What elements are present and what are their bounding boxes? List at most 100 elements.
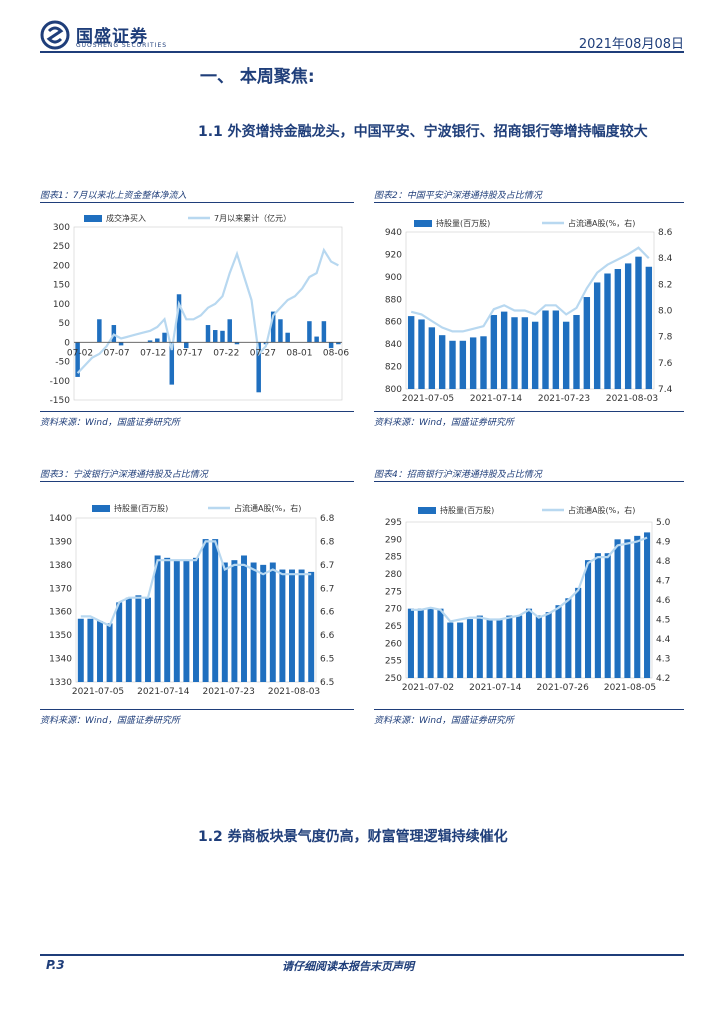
bar bbox=[183, 560, 190, 682]
bar bbox=[584, 560, 592, 678]
legend-line-label: 7月以来累计（亿元） bbox=[214, 213, 291, 223]
y2-tick-label: 4.7 bbox=[656, 577, 670, 587]
y-tick-label: 265 bbox=[385, 622, 402, 632]
x-tick-label: 07-27 bbox=[250, 348, 276, 358]
bar bbox=[269, 562, 276, 682]
report-date: 2021年08月08日 bbox=[578, 37, 684, 52]
bar bbox=[480, 336, 487, 389]
bar bbox=[298, 569, 305, 682]
x-tick-label: 2021-07-02 bbox=[402, 683, 454, 693]
bar bbox=[154, 555, 161, 682]
y-tick-label: 1390 bbox=[49, 537, 72, 547]
bar bbox=[212, 330, 218, 343]
bar bbox=[644, 532, 651, 678]
bar bbox=[145, 597, 151, 682]
x-tick-label: 07-07 bbox=[103, 348, 129, 358]
bar bbox=[164, 557, 171, 682]
bar bbox=[634, 535, 641, 678]
x-tick-label: 07-02 bbox=[67, 348, 93, 358]
legend-line-label: 占流通A股(%，右) bbox=[568, 218, 635, 228]
bar bbox=[241, 555, 247, 682]
bar bbox=[624, 263, 632, 389]
bar bbox=[635, 256, 642, 389]
chart1-caption: 图表1：7月以来北上资金整体净流入 bbox=[40, 191, 187, 201]
bar bbox=[307, 321, 312, 343]
x-tick-label: 2021-08-05 bbox=[604, 683, 656, 693]
bar bbox=[270, 311, 276, 343]
chart3-source-rule bbox=[40, 709, 354, 710]
x-tick-label: 07-12 bbox=[140, 348, 166, 358]
x-tick-label: 2021-08-03 bbox=[268, 687, 320, 697]
y-tick-label: 880 bbox=[385, 295, 402, 305]
y-tick-label: 1350 bbox=[49, 631, 72, 641]
bar bbox=[511, 317, 518, 389]
y-tick-label: 295 bbox=[385, 518, 402, 528]
y2-tick-label: 6.7 bbox=[320, 561, 334, 571]
y-tick-label: 1330 bbox=[49, 678, 72, 688]
y2-tick-label: 5.0 bbox=[656, 518, 671, 528]
y-tick-label: 150 bbox=[53, 281, 70, 291]
x-tick-label: 08-06 bbox=[323, 348, 349, 358]
legend-bar-label: 成交净买入 bbox=[106, 213, 146, 223]
bar bbox=[193, 557, 199, 682]
bar bbox=[516, 615, 523, 678]
y-tick-label: 0 bbox=[64, 338, 70, 348]
chart1-source-rule bbox=[40, 411, 354, 412]
bar bbox=[476, 615, 483, 678]
bar bbox=[97, 319, 102, 343]
bar bbox=[562, 321, 570, 389]
bar bbox=[500, 311, 508, 389]
logo-icon bbox=[40, 20, 70, 50]
y-tick-label: 260 bbox=[385, 639, 402, 649]
x-tick-label: 2021-07-14 bbox=[137, 687, 190, 697]
section-title: 一、 本周聚焦: bbox=[200, 67, 315, 87]
bar bbox=[202, 539, 209, 682]
y2-tick-label: 7.6 bbox=[658, 359, 673, 369]
y2-tick-label: 4.9 bbox=[656, 538, 671, 548]
bar bbox=[604, 273, 611, 389]
y-tick-label: 250 bbox=[385, 674, 402, 684]
bar bbox=[118, 342, 124, 346]
y2-tick-label: 4.3 bbox=[656, 655, 670, 665]
bar bbox=[437, 608, 444, 678]
x-tick-label: 07-22 bbox=[213, 348, 239, 358]
y2-tick-label: 8.2 bbox=[658, 280, 672, 290]
bar bbox=[490, 314, 498, 389]
y-tick-label: 290 bbox=[385, 535, 402, 545]
bar bbox=[227, 319, 232, 343]
y2-tick-label: 4.6 bbox=[656, 596, 671, 606]
bar bbox=[260, 564, 267, 682]
y-tick-label: 840 bbox=[385, 340, 402, 350]
y-tick-label: 860 bbox=[385, 318, 402, 328]
bar bbox=[169, 342, 175, 385]
bar bbox=[447, 622, 454, 678]
y-tick-label: -50 bbox=[55, 358, 70, 368]
bar bbox=[106, 623, 113, 682]
y-tick-label: -100 bbox=[50, 377, 71, 387]
bar bbox=[428, 327, 436, 389]
bar bbox=[212, 539, 219, 682]
bar bbox=[135, 595, 142, 682]
bar bbox=[449, 340, 456, 389]
y-tick-label: 275 bbox=[385, 587, 402, 597]
bar bbox=[521, 317, 529, 389]
y-tick-label: 920 bbox=[385, 250, 402, 260]
bar bbox=[407, 608, 414, 678]
y2-tick-label: 4.2 bbox=[656, 674, 670, 684]
y-tick-label: 255 bbox=[385, 657, 402, 667]
y2-tick-label: 7.8 bbox=[658, 333, 673, 343]
plot-frame bbox=[405, 231, 655, 390]
bar bbox=[552, 310, 560, 389]
bar bbox=[573, 314, 580, 389]
y2-tick-label: 6.8 bbox=[320, 514, 335, 524]
heading-1-2: 1.2 券商板块景气度仍高，财富管理逻辑持续催化 bbox=[198, 829, 508, 845]
bar bbox=[328, 342, 334, 349]
bar bbox=[321, 321, 327, 343]
page-number: P.3 bbox=[46, 958, 65, 972]
x-tick-label: 2021-07-14 bbox=[470, 394, 523, 404]
bar bbox=[614, 539, 621, 678]
bar bbox=[565, 598, 572, 678]
y2-tick-label: 6.6 bbox=[320, 608, 335, 618]
brand-logo: 国盛证券 GUOSHENG SECURITIES bbox=[40, 20, 175, 50]
chart1-source: 资料来源：Wind，国盛证券研究所 bbox=[40, 418, 180, 428]
